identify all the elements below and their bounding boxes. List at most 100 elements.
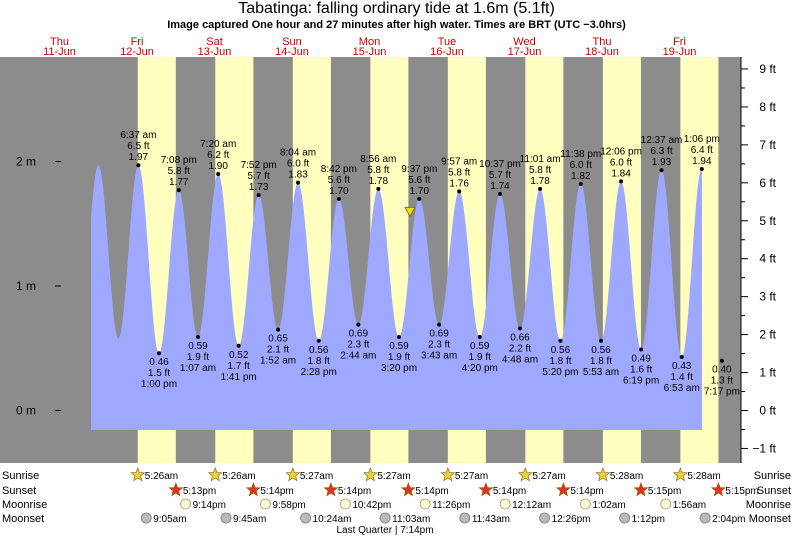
- tide-extreme-feet: 5.7 ft: [248, 171, 270, 182]
- tide-extreme-feet: 1.5 ft: [148, 368, 170, 379]
- tide-extreme-point: [336, 196, 341, 201]
- tide-extreme-point: [558, 338, 563, 343]
- sunset-time: 5:14pm: [260, 486, 293, 497]
- moonrise-icon: [660, 498, 672, 510]
- tide-extreme-point: [216, 171, 221, 176]
- tide-extreme-metres: 1.77: [169, 177, 189, 188]
- tide-extreme-metres: 1.82: [571, 171, 591, 182]
- y-right-tick-label: 6 ft: [759, 176, 776, 190]
- sunset-icon: [323, 482, 339, 497]
- moonrise-icon: [339, 498, 351, 510]
- tide-extreme-feet: 5.8 ft: [367, 165, 389, 176]
- tide-extreme-point: [538, 186, 543, 191]
- tide-extreme-time: 8:42 pm: [321, 164, 357, 175]
- tide-extreme-point: [195, 335, 200, 340]
- tide-extreme-feet: 5.6 ft: [408, 175, 430, 186]
- moonrise-time: 1:56am: [673, 500, 706, 511]
- tide-extreme-metres: 1.70: [329, 186, 349, 197]
- day-label-date: 14-Jun: [275, 46, 309, 58]
- moonrise-icon: [180, 498, 191, 510]
- tide-extreme-feet: 2.3 ft: [347, 340, 369, 351]
- moonrise-icon: [579, 498, 591, 510]
- tide-extreme-point: [236, 343, 241, 348]
- tide-extreme-time: 5:20 pm: [542, 367, 578, 378]
- day-label-dow: Thu: [593, 36, 612, 48]
- moonrise-time: 9:58pm: [272, 500, 305, 511]
- tide-extreme-metres: 0.56: [591, 345, 611, 356]
- tide-extreme-metres: 0.59: [389, 341, 409, 352]
- tide-extreme-point: [176, 188, 181, 193]
- tide-extreme-feet: 6.2 ft: [207, 150, 229, 161]
- tide-extreme-time: 3:43 am: [421, 351, 457, 362]
- tide-extreme-point: [719, 358, 724, 363]
- tide-extreme-time: 10:37 pm: [479, 159, 521, 170]
- tide-extreme-time: 4:20 pm: [462, 363, 498, 374]
- tide-extreme-time: 8:04 am: [280, 148, 316, 159]
- tide-extreme-point: [136, 163, 141, 168]
- moonset-time: 9:45am: [233, 514, 266, 525]
- tide-extreme-metres: 1.78: [530, 176, 550, 187]
- row-label-sunrise-left: Sunrise: [2, 470, 39, 482]
- tide-extreme-metres: 0.43: [672, 361, 692, 372]
- tide-extreme-feet: 1.9 ft: [388, 352, 410, 363]
- y-left-tick-label: 0 m: [16, 404, 36, 418]
- tide-extreme-metres: 0.52: [229, 350, 249, 361]
- tide-extreme-feet: 6.5 ft: [127, 141, 149, 152]
- tide-extreme-feet: 1.8 ft: [549, 356, 571, 367]
- moonset-icon: [379, 512, 391, 524]
- y-right-tick-label: −1 ft: [752, 441, 776, 455]
- sunrise-icon: [672, 467, 688, 482]
- y-axis-right: −1 ft 0 ft 1 ft 2 ft 3 ft 4 ft 5 ft 6 ft 7 ft 8 f…: [740, 57, 777, 463]
- moonset-time: 12:26pm: [552, 514, 591, 525]
- row-label-sunrise-right: Sunrise: [754, 470, 791, 482]
- tide-extreme-metres: 1.90: [208, 161, 228, 172]
- moonset-time: 2:04pm: [712, 514, 745, 525]
- tide-extreme-metres: 1.83: [288, 170, 308, 181]
- tide-extreme-time: 1:07 am: [180, 363, 216, 374]
- moonrise-time: 9:14pm: [193, 500, 226, 511]
- tide-extreme-metres: 0.69: [429, 329, 449, 340]
- tide-extreme-feet: 5.7 ft: [489, 170, 511, 181]
- tide-extreme-time: 1:06 pm: [684, 134, 720, 145]
- tide-extreme-feet: 6.0 ft: [570, 160, 592, 171]
- moonrise-icon: [260, 498, 271, 510]
- y-right-tick-label: 4 ft: [759, 252, 776, 266]
- y-right-tick-label: 3 ft: [759, 290, 776, 304]
- moonrise-time: 10:42pm: [352, 500, 391, 511]
- moonrise-time: 11:26pm: [432, 500, 470, 511]
- tide-extreme-feet: 1.9 ft: [187, 352, 209, 363]
- tide-extreme-feet: 2.1 ft: [267, 345, 289, 356]
- tide-extreme-time: 6:53 am: [664, 383, 700, 394]
- y-axis-left: 0 m 1 m 2 m: [16, 155, 61, 418]
- sunrise-icon: [440, 467, 456, 482]
- day-label-date: 11-Jun: [43, 46, 76, 58]
- moonset-icon: [619, 512, 631, 524]
- sunrise-icon: [130, 467, 146, 482]
- moonset-time: 9:05am: [153, 514, 186, 525]
- chart-title: Tabatinga: falling ordinary tide at 1.6m…: [238, 0, 555, 17]
- tide-extreme-feet: 1.8 ft: [308, 356, 330, 367]
- tide-extreme-time: 12:37 am: [641, 135, 683, 146]
- tide-extreme-feet: 6.0 ft: [287, 159, 309, 170]
- sunrise-icon: [595, 467, 611, 482]
- moonset-time: 1:12pm: [632, 514, 665, 525]
- y-right-tick-label: 1 ft: [759, 366, 776, 380]
- tide-extreme-metres: 0.66: [510, 332, 530, 343]
- tide-extreme-metres: 1.73: [249, 182, 269, 193]
- moonrise-icon: [499, 498, 511, 510]
- sunset-icon: [633, 482, 649, 497]
- tide-extreme-point: [619, 179, 624, 184]
- sunset-icon: [555, 482, 571, 497]
- tide-extreme-time: 2:28 pm: [301, 367, 337, 378]
- moonset-icon: [300, 512, 311, 524]
- moonset-icon: [140, 512, 152, 524]
- tide-extreme-time: 9:57 am: [441, 156, 477, 167]
- row-label-sunset-left: Sunset: [2, 485, 36, 497]
- moonset-time: 11:03am: [392, 514, 430, 525]
- tide-extreme-feet: 1.9 ft: [469, 352, 491, 363]
- sunset-time: 5:13pm: [183, 486, 216, 497]
- tide-extreme-metres: 1.84: [611, 168, 631, 179]
- tide-extreme-point: [256, 193, 261, 198]
- tide-extreme-point: [316, 338, 321, 343]
